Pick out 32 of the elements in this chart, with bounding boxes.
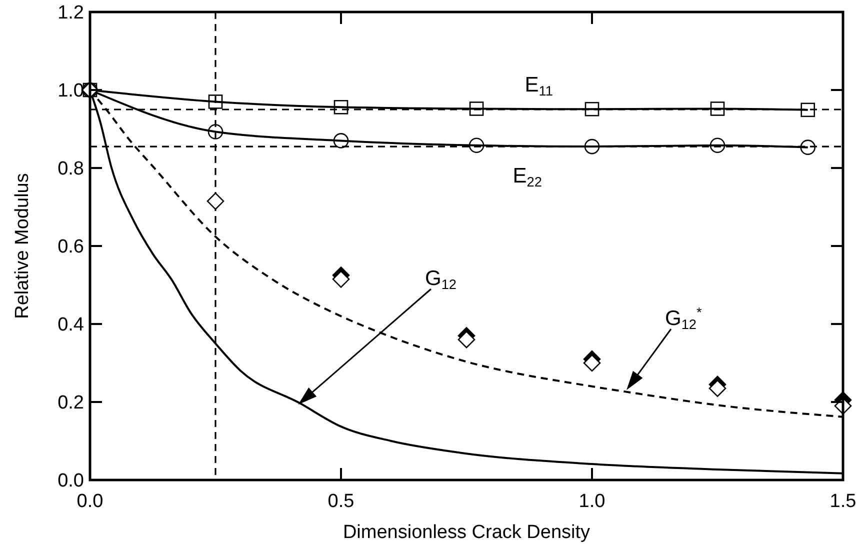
point [583, 354, 601, 372]
y-tick-label: 0.8 [58, 158, 84, 180]
x-axis-title: Dimensionless Crack Density [342, 522, 591, 543]
point [334, 100, 348, 114]
point [710, 102, 725, 116]
point [469, 102, 484, 116]
x-tick-label: 0.5 [328, 491, 354, 512]
point [458, 330, 476, 348]
x-tick-label: 1.5 [830, 491, 856, 512]
point [206, 192, 224, 210]
point [208, 94, 223, 109]
y-axis-title: Relative Modulus [12, 173, 33, 319]
point [710, 138, 726, 154]
point [333, 133, 349, 148]
point [584, 102, 600, 116]
point [708, 380, 726, 397]
annotation: G$_{12}$ [425, 267, 457, 292]
point [468, 138, 484, 154]
point [800, 140, 816, 155]
y-tick-label: 0.2 [58, 392, 84, 414]
y-tick-label: 0.0 [58, 470, 84, 492]
y-tick-label: 1.2 [58, 2, 84, 24]
point [208, 124, 224, 140]
point [584, 138, 600, 154]
y-tick-label: 0.4 [58, 314, 84, 336]
y-tick-label: 0.6 [58, 236, 84, 258]
annotation: E$_{22}$ [512, 164, 542, 190]
point [332, 270, 350, 288]
x-tick-label: 1.0 [578, 491, 606, 512]
point [800, 102, 816, 118]
annotation: E$_{11}$ [524, 74, 553, 99]
x-tick-label: 0.0 [76, 491, 104, 512]
